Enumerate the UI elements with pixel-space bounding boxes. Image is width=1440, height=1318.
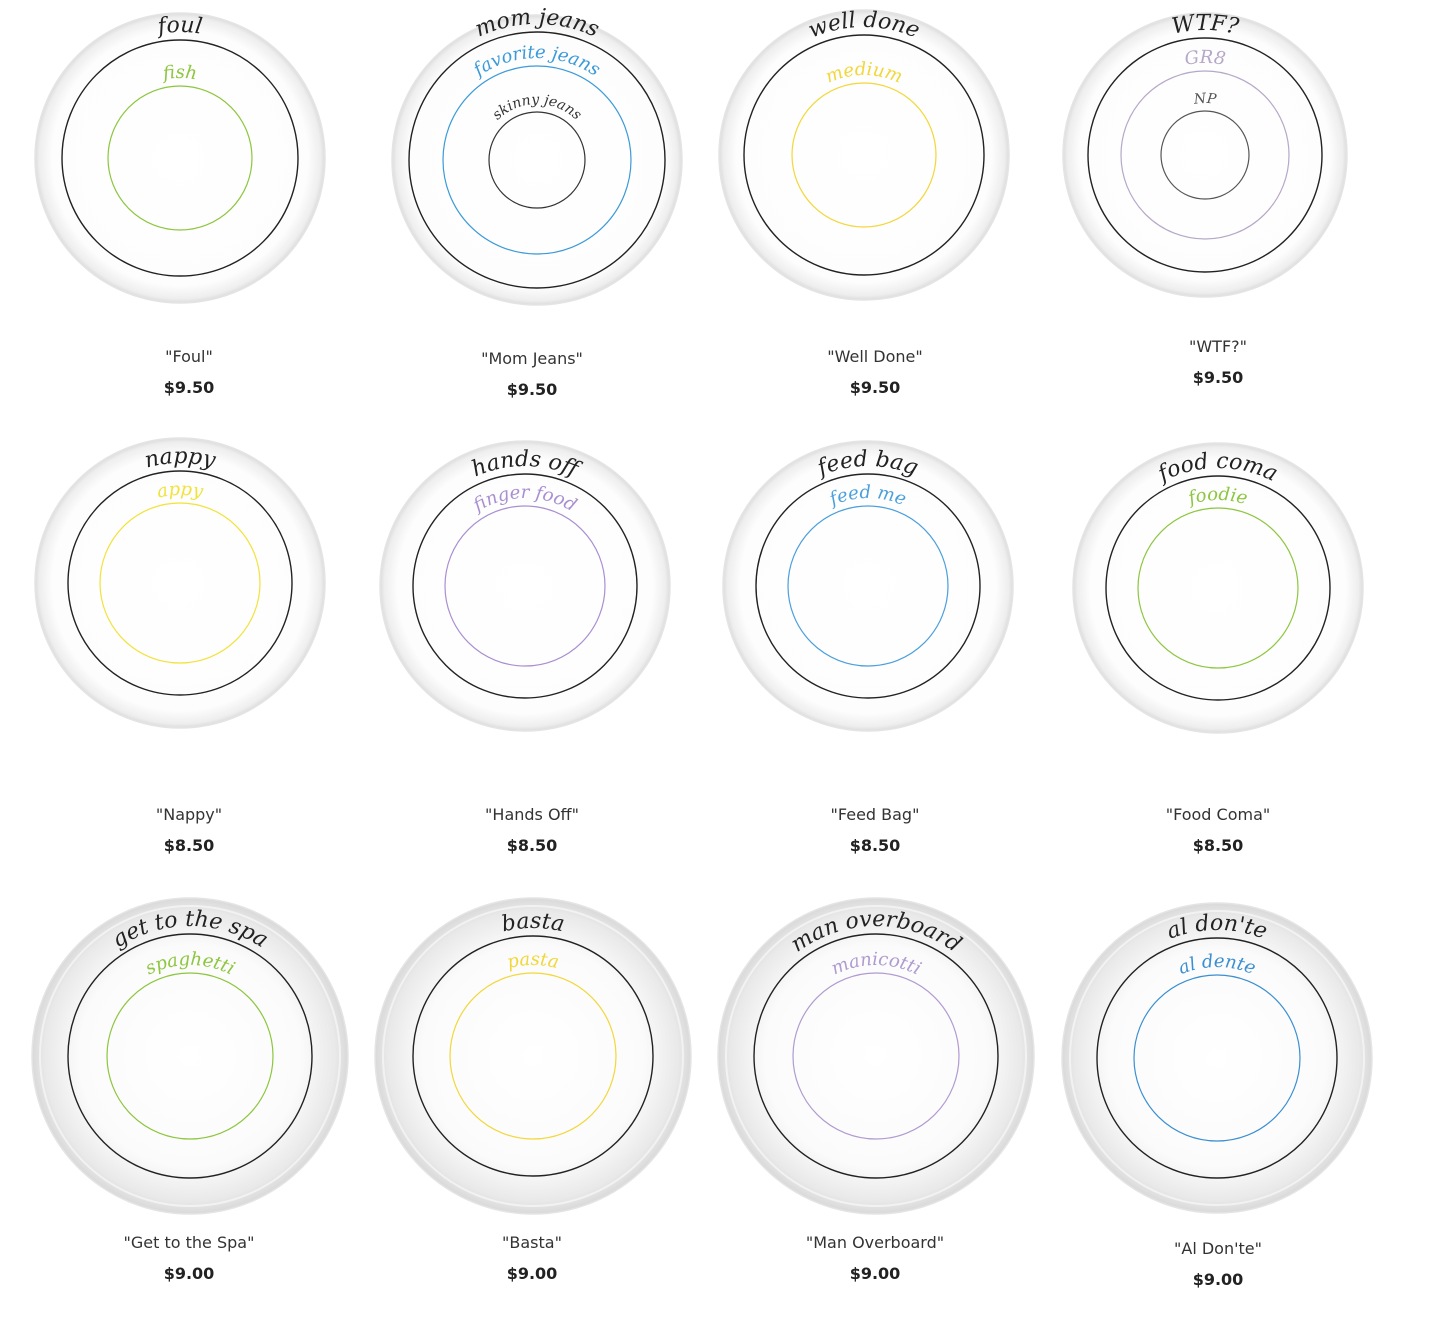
plate-ring bbox=[61, 39, 299, 277]
plate-ring bbox=[1160, 110, 1250, 200]
product-card[interactable]: food coma foodie "Food Coma" $8.50 bbox=[1047, 442, 1389, 875]
product-price: $9.50 bbox=[163, 378, 215, 397]
product-title[interactable]: "Food Coma" bbox=[1165, 805, 1271, 824]
product-title[interactable]: "Nappy" bbox=[155, 805, 223, 824]
plate-inner-text: pasta bbox=[505, 949, 561, 973]
plate-outer-text: WTF? bbox=[1170, 11, 1241, 40]
product-title[interactable]: "Al Don'te" bbox=[1174, 1239, 1262, 1258]
plate-ring bbox=[792, 972, 960, 1140]
plate-ring bbox=[1133, 974, 1301, 1142]
plate-ring bbox=[412, 473, 638, 699]
plate-image[interactable]: WTF? GR8 NP bbox=[1047, 0, 1389, 330]
plate-ring bbox=[1105, 475, 1331, 701]
plate-inner-text: GR8 bbox=[1183, 47, 1227, 70]
plate-ring bbox=[412, 935, 654, 1177]
product-price: $9.50 bbox=[849, 378, 901, 397]
bowl-image[interactable]: basta pasta bbox=[361, 897, 703, 1228]
product-card[interactable]: WTF? GR8 NP "WTF?" $9.50 bbox=[1047, 0, 1389, 420]
plate-inner-text: NP bbox=[1192, 91, 1217, 108]
plate-ring bbox=[107, 85, 253, 231]
product-card[interactable]: nappy appy "Nappy" $8.50 bbox=[18, 437, 360, 875]
plate-ring bbox=[408, 31, 666, 289]
product-card[interactable]: feed bag feed me "Feed Bag" $8.50 bbox=[704, 440, 1046, 875]
product-card[interactable]: basta pasta "Basta" $9.00 bbox=[361, 897, 703, 1318]
plate-ring bbox=[787, 505, 949, 667]
product-title[interactable]: "Get to the Spa" bbox=[123, 1233, 255, 1252]
plate-ring bbox=[106, 972, 274, 1140]
product-card[interactable]: foul fish "Foul" $9.50 bbox=[18, 0, 360, 420]
plate-ring bbox=[743, 34, 985, 276]
product-card[interactable]: al don'te al dente "Al Don'te" $9.00 bbox=[1047, 898, 1389, 1318]
product-title[interactable]: "WTF?" bbox=[1188, 337, 1247, 356]
product-card[interactable]: mom jeans favorite jeans skinny jeans "Mom … bbox=[361, 0, 703, 420]
product-price: $8.50 bbox=[506, 836, 558, 855]
product-title[interactable]: "Mom Jeans" bbox=[481, 349, 583, 368]
product-card[interactable]: man overboard manicotti "Man Overboard" $9.… bbox=[704, 897, 1046, 1318]
product-title[interactable]: "Foul" bbox=[165, 347, 213, 366]
plate-ring bbox=[1120, 70, 1290, 240]
plate-inner-text: fish bbox=[160, 62, 199, 85]
product-title[interactable]: "Well Done" bbox=[827, 347, 923, 366]
product-card[interactable]: hands off finger food "Hands Off" $8.50 bbox=[361, 440, 703, 875]
product-title[interactable]: "Man Overboard" bbox=[805, 1233, 945, 1252]
product-price: $9.00 bbox=[849, 1264, 901, 1283]
product-card[interactable]: get to the spa spaghetti "Get to the Spa" $… bbox=[18, 897, 360, 1318]
product-price: $9.50 bbox=[1192, 368, 1244, 387]
plate-ring bbox=[1087, 37, 1323, 273]
product-price: $8.50 bbox=[163, 836, 215, 855]
product-price: $9.00 bbox=[1192, 1270, 1244, 1289]
plate-ring bbox=[755, 473, 981, 699]
product-title[interactable]: "Basta" bbox=[502, 1233, 562, 1252]
plate-outer-text: basta bbox=[500, 909, 567, 937]
plate-ring bbox=[488, 111, 586, 209]
plate-ring bbox=[67, 470, 293, 696]
product-card[interactable]: well done medium "Well Done" $9.50 bbox=[704, 0, 1046, 420]
product-title[interactable]: "Hands Off" bbox=[485, 805, 579, 824]
plate-ring bbox=[99, 502, 261, 664]
product-title[interactable]: "Feed Bag" bbox=[830, 805, 920, 824]
product-price: $8.50 bbox=[1192, 836, 1244, 855]
plate-ring bbox=[791, 82, 937, 228]
plate-ring bbox=[442, 65, 632, 255]
plate-ring bbox=[1096, 937, 1338, 1179]
plate-ring bbox=[449, 972, 617, 1140]
product-price: $9.50 bbox=[506, 380, 558, 399]
plate-ring bbox=[444, 505, 606, 667]
plate-ring bbox=[67, 933, 313, 1179]
product-price: $9.00 bbox=[163, 1264, 215, 1283]
product-price: $9.00 bbox=[506, 1264, 558, 1283]
product-price: $8.50 bbox=[849, 836, 901, 855]
plate-ring bbox=[1137, 507, 1299, 669]
plate-ring bbox=[753, 933, 999, 1179]
plate-outer-text: nappy bbox=[142, 444, 218, 474]
